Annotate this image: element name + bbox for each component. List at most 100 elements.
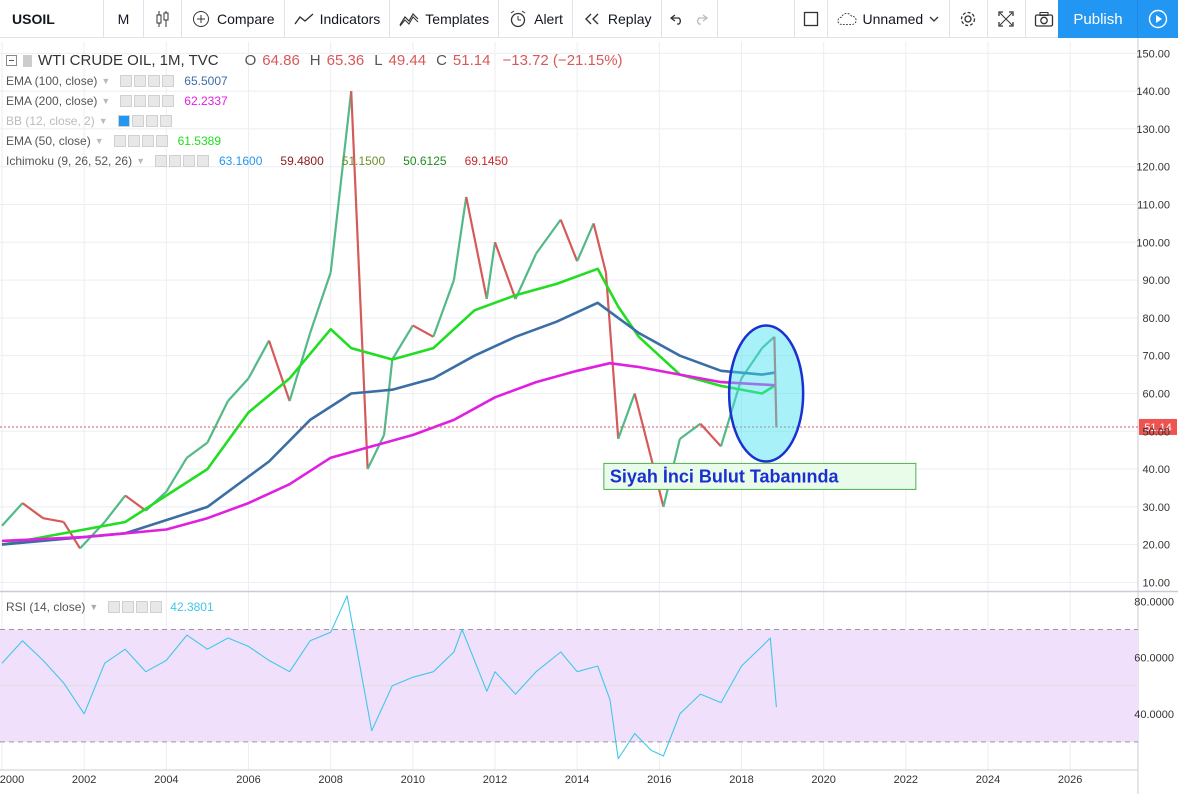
legend-controls[interactable] [113, 135, 168, 147]
play-circle-icon [1148, 9, 1168, 29]
price-bar [206, 400, 229, 444]
legend-value: 51.1500 [341, 154, 386, 168]
price-bar [247, 340, 271, 379]
fullscreen-button[interactable] [988, 0, 1026, 38]
price-bar [124, 494, 147, 512]
time-tick-label: 2024 [976, 774, 1000, 786]
legend-controls[interactable] [155, 155, 209, 167]
price-bar [452, 196, 468, 281]
price-tick-label: 30.00 [1142, 502, 1170, 514]
time-tick-label: 2020 [811, 774, 835, 786]
rewind-icon [582, 9, 602, 29]
price-tick-label: 140.00 [1136, 86, 1170, 98]
legend-row: EMA (100, close) ▼ 65.5007 [6, 74, 228, 88]
price-bar [592, 223, 607, 273]
legend-value: 63.1600 [219, 154, 263, 168]
price-bar [186, 441, 209, 459]
chart-area[interactable]: 51.14 150.00 140.00 130.00 120.00 110.00 100.0… [0, 38, 1178, 794]
replay-button[interactable]: Replay [573, 0, 662, 38]
price-bar [773, 336, 778, 428]
change-value: −13.72 (−21.15%) [502, 52, 623, 69]
chevron-down-icon[interactable]: ▼ [98, 116, 108, 126]
replay-label: Replay [607, 10, 652, 27]
annotation-text: Siyah İnci Bulut Tabanında [610, 466, 840, 486]
symbol-label: USOIL [12, 10, 55, 27]
chevron-down-icon[interactable]: ▼ [136, 156, 145, 166]
interval-button[interactable]: M [104, 0, 144, 38]
redo-icon[interactable] [694, 9, 708, 29]
legend-value: 62.2337 [184, 94, 228, 108]
legend-label: EMA (50, close) [6, 134, 91, 148]
legend-controls[interactable] [117, 115, 172, 127]
chevron-down-icon[interactable]: ▼ [101, 76, 111, 86]
plus-circle-icon [191, 9, 211, 29]
publish-label: Publish [1073, 10, 1123, 28]
settings-button[interactable] [950, 0, 988, 38]
ema-line [1, 361, 775, 543]
rsi-tick-label: 80.0000 [1134, 596, 1174, 608]
compare-button[interactable]: Compare [182, 0, 285, 38]
time-tick-label: 2004 [154, 774, 178, 786]
legend-row: EMA (50, close) ▼ 61.5389 [6, 134, 221, 148]
legend-value: 59.4800 [280, 154, 324, 168]
candles-icon [153, 9, 172, 29]
price-tick-label: 130.00 [1136, 124, 1170, 136]
time-tick-label: 2008 [318, 774, 342, 786]
last-price-tag [1139, 418, 1177, 435]
low-label: L [374, 52, 383, 69]
price-tick-label: 150.00 [1136, 48, 1170, 60]
alert-button[interactable]: Alert [499, 0, 573, 38]
high-value: 65.36 [326, 52, 365, 69]
expand-icon [997, 9, 1016, 29]
time-tick-label: 2000 [0, 774, 24, 786]
price-bar [559, 219, 579, 262]
alarm-clock-icon [508, 9, 528, 29]
legend-row: BB (12, close, 2) ▼ [6, 114, 172, 128]
chevron-down-icon[interactable]: ▼ [89, 602, 99, 612]
price-bar [103, 494, 127, 523]
fullscreen-layout-button[interactable] [793, 0, 828, 38]
highlight-ellipse[interactable] [727, 324, 805, 463]
chart-type-button[interactable] [144, 0, 182, 38]
templates-label: Templates [425, 10, 490, 27]
rsi-legend-controls[interactable] [108, 601, 163, 613]
chevron-down-icon[interactable]: ▼ [101, 96, 111, 106]
price-tick-label: 20.00 [1142, 540, 1170, 552]
price-tick-label: 50.00 [1142, 426, 1170, 438]
chevron-down-icon [929, 9, 939, 29]
legend-controls[interactable] [120, 75, 175, 87]
price-bar [350, 91, 369, 470]
price-bar [42, 517, 64, 524]
price-bar [21, 502, 44, 520]
collapse-icon[interactable] [6, 55, 17, 66]
legend-controls[interactable] [120, 95, 175, 107]
legend-label: Ichimoku (9, 26, 52, 26) [6, 154, 133, 168]
annotation-box[interactable] [603, 462, 917, 490]
time-tick-label: 2022 [894, 774, 918, 786]
flag-icon [23, 54, 32, 67]
legend-value: 50.6125 [403, 154, 447, 168]
price-bar [267, 340, 291, 402]
cloud-icon [836, 9, 857, 29]
square-icon [803, 9, 819, 29]
undo-icon[interactable] [670, 9, 684, 29]
publish-arrow-button[interactable] [1137, 0, 1178, 38]
price-bar [535, 218, 562, 255]
layout-save-button[interactable]: Unnamed [828, 0, 950, 38]
rsi-legend: RSI (14, close) ▼ 42.3801 [6, 600, 214, 614]
price-tick-label: 100.00 [1136, 237, 1170, 249]
symbol-search[interactable]: USOIL [0, 0, 104, 38]
high-label: H [309, 52, 321, 69]
indicators-button[interactable]: Indicators [285, 0, 391, 38]
rsi-line [1, 595, 777, 760]
templates-button[interactable]: Templates [390, 0, 500, 38]
price-tick-label: 10.00 [1142, 577, 1170, 589]
close-value: 51.14 [452, 52, 491, 69]
rsi-tick-label: 60.0000 [1134, 653, 1174, 665]
chevron-down-icon[interactable]: ▼ [94, 136, 104, 146]
price-bar [493, 241, 517, 300]
price-bar [329, 91, 353, 273]
publish-button[interactable]: Publish [1058, 0, 1138, 38]
price-bar [761, 335, 776, 349]
time-tick-label: 2012 [483, 774, 507, 786]
